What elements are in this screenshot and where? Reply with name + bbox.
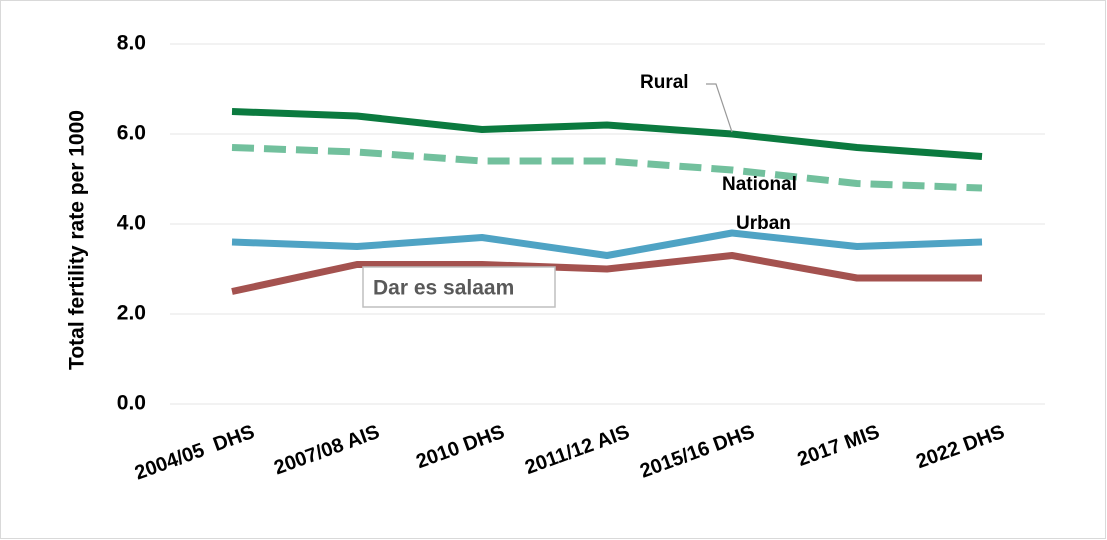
y-tick-label: 6.0	[117, 122, 146, 145]
y-axis-label: Total fertility rate per 1000	[66, 110, 89, 370]
y-tick-label: 8.0	[117, 32, 146, 55]
series-line	[231, 108, 983, 160]
series-line	[231, 252, 982, 295]
series-label: National	[722, 174, 797, 195]
series-label: Rural	[640, 72, 689, 93]
y-tick-label: 0.0	[117, 392, 146, 415]
y-tick-label: 4.0	[117, 212, 146, 235]
series-line	[231, 229, 983, 259]
series-label: Dar es salaam	[373, 277, 514, 300]
series-line	[231, 144, 983, 192]
leader-line	[706, 83, 733, 133]
label-box	[362, 266, 556, 308]
series-label: Urban	[736, 213, 791, 234]
y-tick-label: 2.0	[117, 302, 146, 325]
